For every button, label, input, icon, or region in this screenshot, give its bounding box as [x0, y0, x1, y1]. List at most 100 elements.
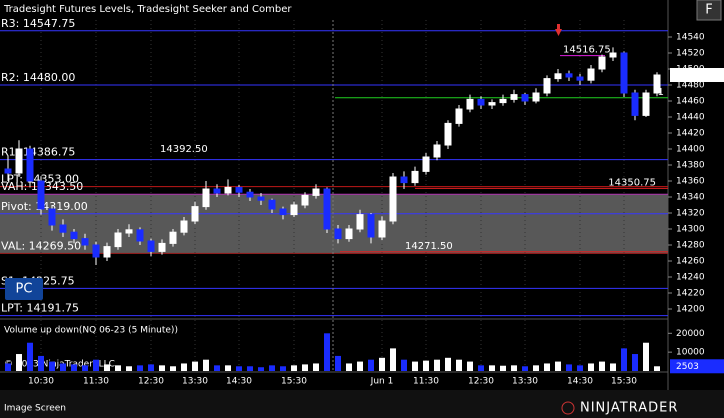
x-tick-label: 10:30: [28, 377, 54, 387]
volume-bar: [478, 365, 484, 371]
volume-bar: [577, 365, 583, 371]
candle-body: [202, 188, 210, 208]
float-button[interactable]: [696, 0, 722, 21]
volume-bar: [302, 364, 308, 371]
volume-bar: [269, 365, 275, 371]
candle-body: [488, 102, 496, 106]
last-volume-label: 2503: [676, 362, 699, 372]
candle-body: [565, 73, 573, 78]
candle-body: [191, 206, 199, 222]
level-label: R1: 14386.75: [1, 146, 75, 159]
volume-bar: [236, 366, 242, 371]
volume-bar: [555, 361, 561, 371]
x-tick-label: 13:30: [182, 377, 208, 387]
y-tick-label: 20000: [676, 329, 705, 339]
candle-body: [312, 188, 320, 196]
y-tick-label: 14420: [676, 129, 705, 139]
y-tick-label: 14200: [676, 305, 705, 315]
candle-body: [367, 214, 375, 238]
candle-body: [169, 231, 177, 244]
volume-bar: [500, 365, 506, 371]
candle-body: [323, 188, 331, 230]
volume-bar: [27, 342, 33, 371]
candle-body: [48, 208, 56, 226]
volume-bar: [434, 359, 440, 371]
candle-body: [59, 224, 67, 233]
candle-body: [345, 228, 353, 240]
volume-bar: [16, 354, 22, 371]
candle-body: [455, 108, 463, 124]
y-tick-label: 14480: [676, 81, 705, 91]
volume-bar: [654, 366, 660, 371]
volume-bar: [225, 365, 231, 371]
candle-body: [180, 220, 188, 233]
logo: NINJATRADER: [580, 401, 678, 416]
candle-body: [576, 76, 584, 81]
candle-body: [378, 220, 386, 238]
status-text: Image Screen: [4, 404, 66, 414]
x-tick-label: 14:30: [567, 377, 593, 387]
volume-bar: [368, 359, 374, 371]
x-tick-label: Jun 1: [370, 377, 394, 387]
last-price-label: 14492.50: [674, 71, 717, 81]
volume-bar: [489, 365, 495, 371]
axis-panel: [668, 0, 724, 390]
volume-bar: [610, 363, 616, 371]
level-label: LPT: 14353.00: [1, 173, 79, 186]
volume-bar: [203, 359, 209, 371]
x-tick-label: 15:30: [281, 377, 307, 387]
candle-body: [147, 240, 155, 252]
volume-bar: [522, 366, 528, 371]
annotation-label: 14516.75: [563, 45, 611, 56]
volume-bar: [357, 361, 363, 371]
y-tick-label: 14220: [676, 289, 705, 299]
value-area: [0, 194, 668, 254]
candle-body: [334, 228, 342, 240]
x-tick-label: 13:30: [512, 377, 538, 387]
volume-bar: [643, 342, 649, 371]
candle-body: [510, 94, 518, 100]
candle-body: [466, 98, 474, 110]
candle-body: [653, 74, 661, 94]
volume-bar: [82, 365, 88, 371]
candle-body: [400, 176, 408, 184]
candle-body: [268, 199, 276, 210]
chart-title: Tradesight Futures Levels, Tradesight Se…: [3, 4, 292, 15]
volume-bar: [291, 365, 297, 371]
volume-bar: [60, 363, 66, 371]
last-volume-box: [670, 359, 724, 374]
volume-bar: [159, 365, 165, 371]
float-button-label[interactable]: F: [705, 3, 712, 18]
candle-body: [26, 148, 34, 182]
candle-body: [235, 186, 243, 193]
candle-body: [356, 214, 364, 230]
volume-bar: [38, 355, 44, 371]
candle-body: [37, 180, 45, 210]
volume-bar: [280, 366, 286, 371]
candle-body: [4, 168, 12, 174]
candle-body: [114, 232, 122, 248]
logo-icon: [561, 401, 575, 415]
candle-body: [158, 242, 166, 252]
volume-bar: [115, 365, 121, 371]
candle-body: [103, 246, 111, 258]
volume-bar: [566, 364, 572, 371]
pc-badge[interactable]: [5, 278, 43, 300]
candle-body: [257, 196, 265, 201]
x-tick-label: 14:30: [226, 377, 252, 387]
candle-body: [290, 204, 298, 216]
volume-bar: [390, 348, 396, 371]
annotation-label: 14271.50: [405, 241, 453, 252]
candle-body: [587, 68, 595, 81]
volume-bar: [379, 357, 385, 371]
y-tick-label: 14300: [676, 225, 705, 235]
volume-bar: [5, 363, 11, 371]
candle-body: [499, 98, 507, 104]
volume-bar: [632, 354, 638, 371]
volume-bar: [170, 366, 176, 371]
candle-body: [81, 238, 89, 246]
annotation-label: 14350.75: [608, 177, 656, 188]
pc-badge-label[interactable]: PC: [16, 282, 33, 297]
y-tick-label: 14240: [676, 273, 705, 283]
volume-bar: [93, 359, 99, 371]
